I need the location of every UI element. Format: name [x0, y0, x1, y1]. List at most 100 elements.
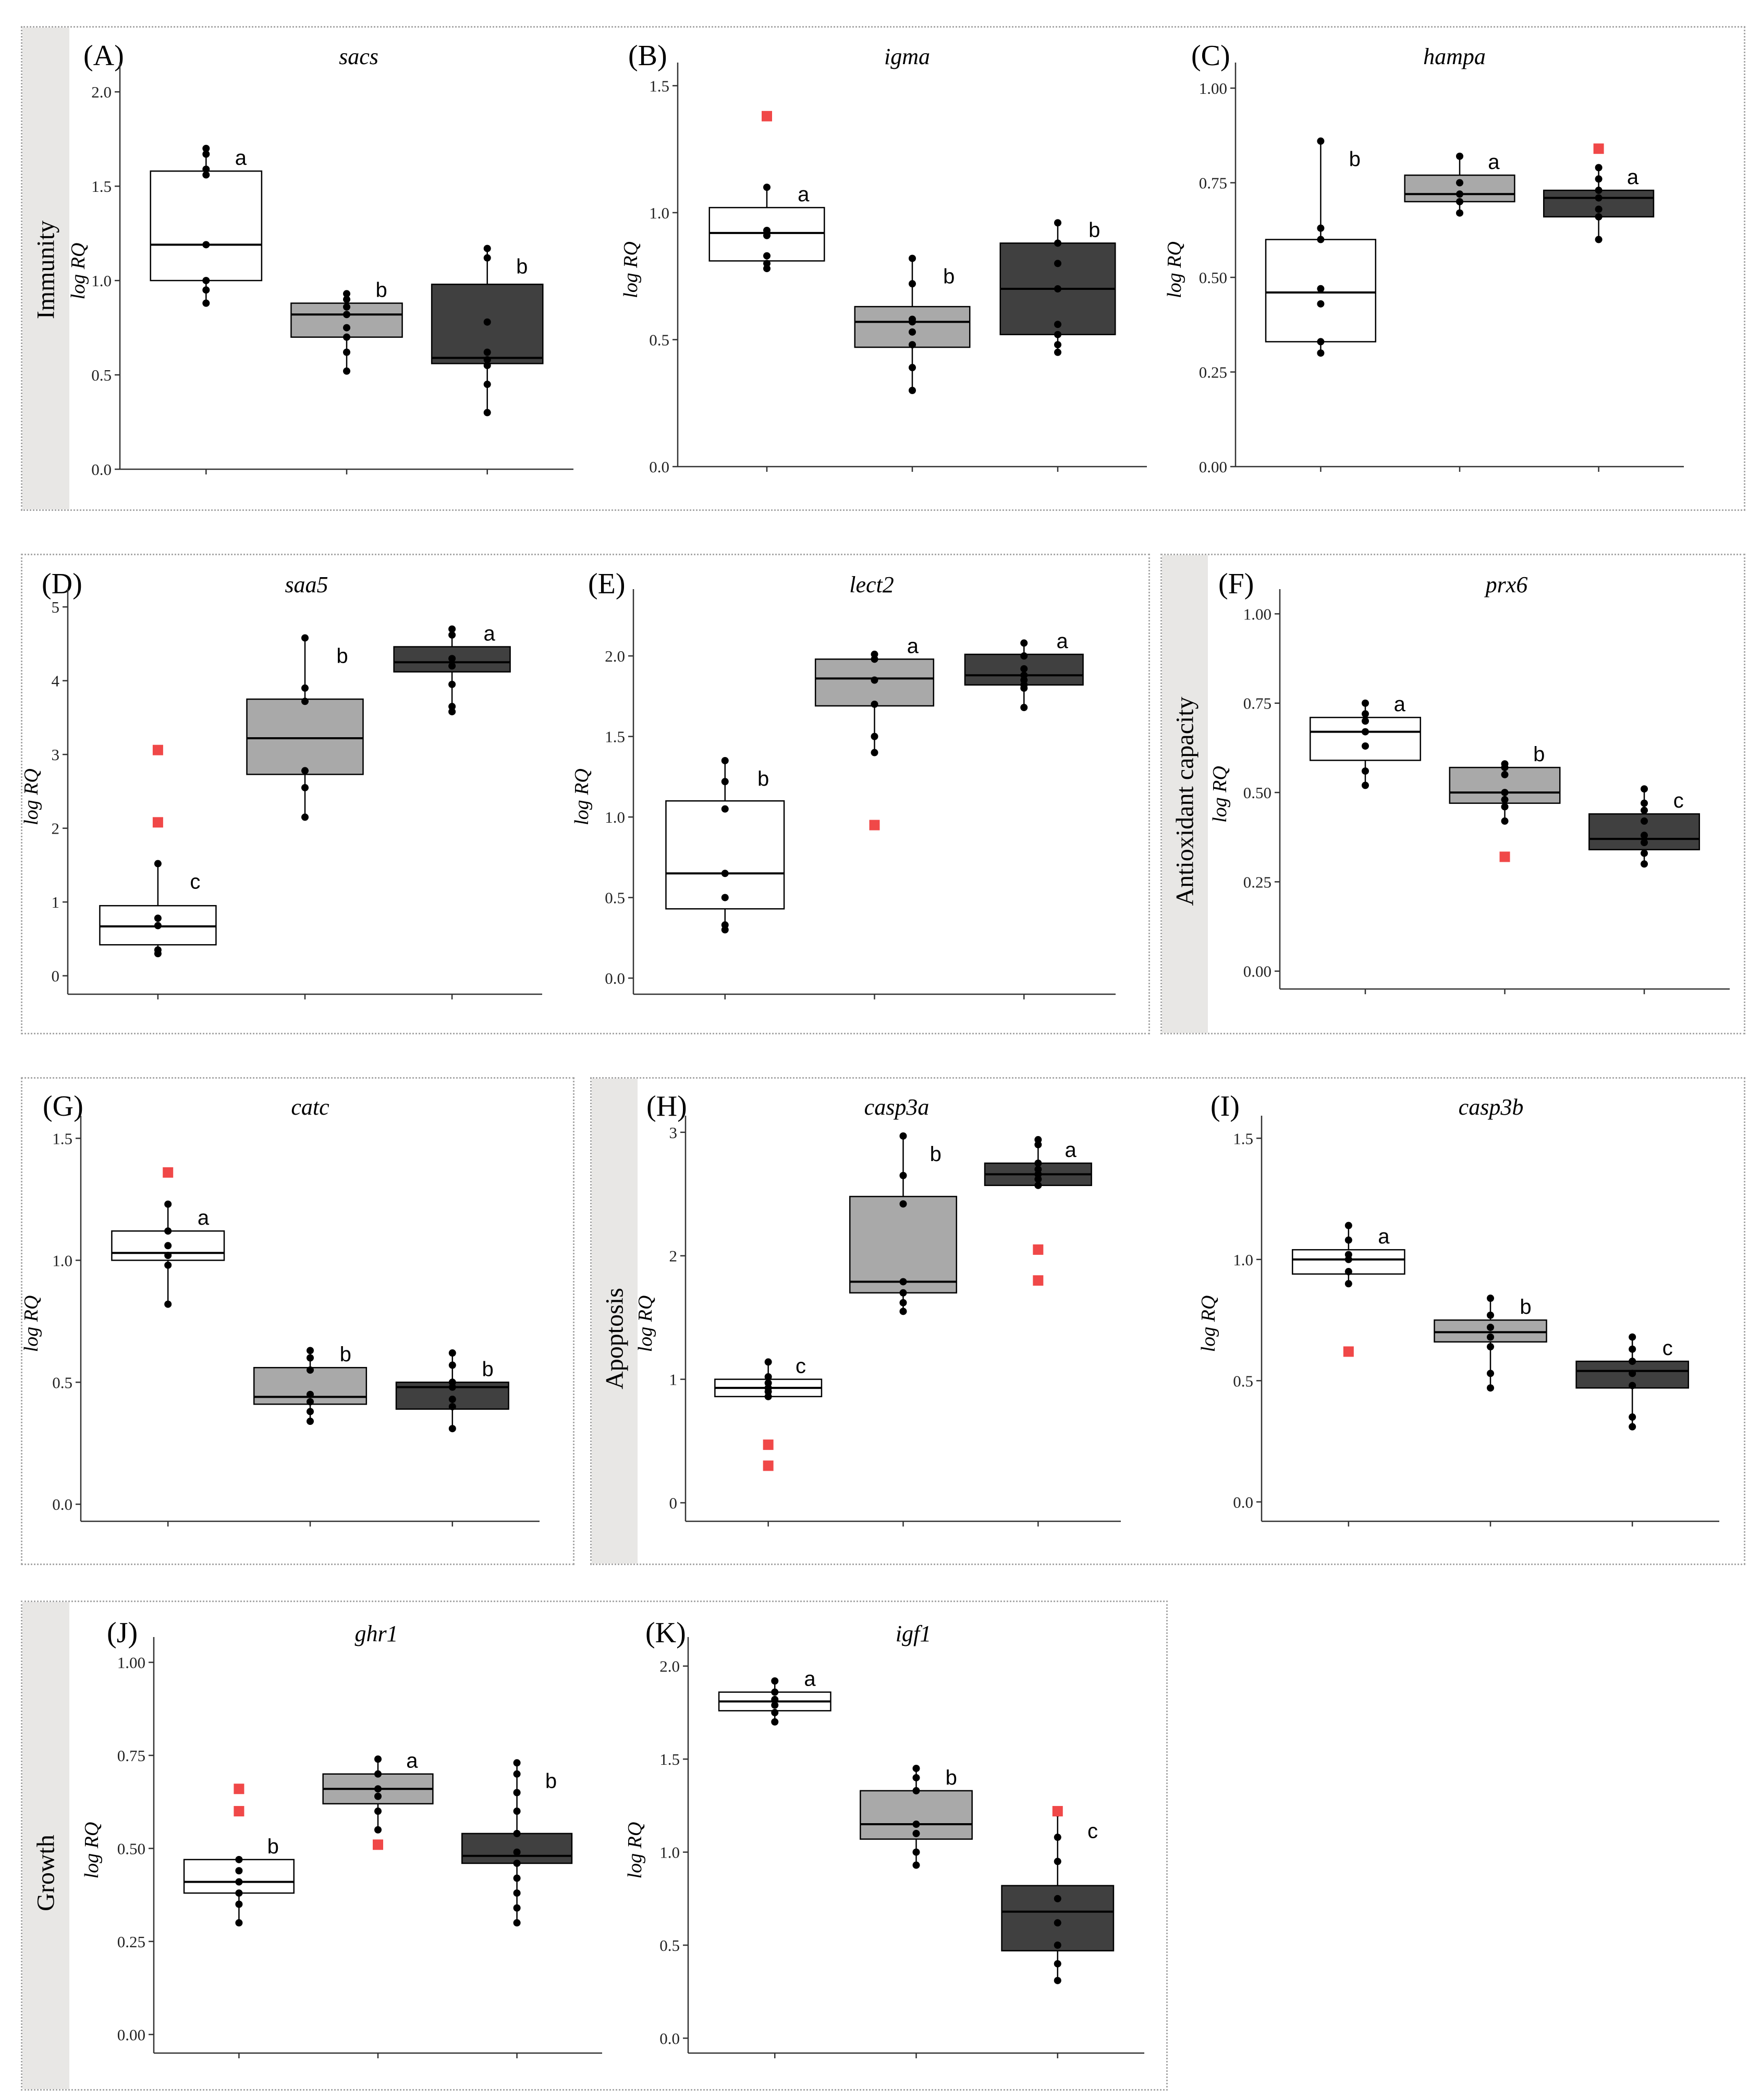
data-point: [871, 651, 878, 658]
data-point: [202, 277, 210, 285]
data-point: [899, 1289, 907, 1297]
box-group-3: [461, 1833, 573, 1864]
data-point: [1054, 1895, 1061, 1902]
y-axis-label: log RQ: [1164, 241, 1185, 298]
data-point: [1361, 742, 1369, 750]
data-point: [1629, 1370, 1636, 1377]
data-point: [448, 680, 456, 688]
data-point: [301, 684, 309, 692]
data-point: [307, 1408, 314, 1415]
data-point: [1054, 1976, 1061, 1984]
data-point: [1361, 710, 1369, 718]
outlier-point: [234, 1806, 244, 1817]
data-point: [1641, 807, 1648, 814]
outlier-point: [763, 1439, 774, 1450]
outlier-point: [869, 820, 880, 831]
data-point: [1456, 152, 1463, 160]
y-tick-label: 4: [52, 672, 60, 690]
data-point: [301, 634, 309, 642]
significance-letter: a: [1378, 1225, 1390, 1248]
data-point: [763, 231, 771, 239]
data-point: [301, 698, 309, 705]
data-point: [1641, 860, 1648, 868]
chart-panel-casp3b: (I) casp3b log RQ 0.0 0.5 1.0 1.5 a b c: [1197, 1090, 1719, 1527]
y-axis-label: log RQ: [20, 1296, 42, 1352]
y-tick-label: 2: [52, 820, 60, 838]
data-point: [343, 311, 350, 319]
chart-panel-prx6: (F) prx6 log RQ 0.00 0.25 0.50 0.75 1.00 a b c: [1209, 568, 1730, 994]
data-point: [1641, 839, 1648, 847]
data-point: [909, 280, 916, 288]
y-tick-label: 0.75: [117, 1747, 145, 1765]
y-tick-label: 0.00: [117, 2025, 145, 2044]
data-point: [909, 315, 916, 323]
box-group-2: [849, 1195, 958, 1294]
chart-panel-ghr1: (J) ghr1 log RQ 0.00 0.25 0.50 0.75 1.00 b a b: [81, 1617, 602, 2058]
chart-panel-hampa: (C) hampa log RQ 0.00 0.25 0.50 0.75 1.00 b a a: [1164, 40, 1684, 476]
y-axis-label: log RQ: [81, 1822, 103, 1879]
data-point: [909, 341, 916, 349]
data-point: [1034, 1159, 1042, 1167]
data-point: [374, 1808, 382, 1815]
data-point: [164, 1242, 172, 1250]
data-point: [235, 1855, 243, 1863]
data-point: [721, 894, 729, 901]
y-tick-label: 1.0: [91, 272, 112, 290]
gene-title: casp3a: [864, 1094, 930, 1120]
data-point: [912, 1829, 920, 1837]
significance-letter: c: [796, 1355, 806, 1378]
data-point: [154, 914, 162, 922]
data-point: [1317, 285, 1325, 292]
data-point: [513, 1808, 521, 1815]
data-point: [1595, 175, 1603, 183]
significance-letter: c: [1087, 1820, 1098, 1843]
data-point: [909, 254, 916, 262]
gene-title: sacs: [339, 44, 378, 69]
data-point: [909, 328, 916, 336]
data-point: [448, 1349, 456, 1357]
data-point: [301, 813, 309, 821]
gene-title: hampa: [1423, 44, 1486, 69]
y-tick-label: 1: [52, 893, 60, 911]
data-point: [1020, 652, 1028, 660]
data-point: [899, 1278, 907, 1286]
data-point: [513, 1919, 521, 1927]
data-point: [1487, 1295, 1494, 1302]
data-point: [164, 1227, 172, 1235]
data-point: [1361, 728, 1369, 736]
data-point: [374, 1826, 382, 1834]
data-point: [235, 1919, 243, 1927]
y-tick-label: 0.50: [117, 1839, 145, 1858]
data-point: [899, 1132, 907, 1140]
data-point: [1487, 1323, 1494, 1331]
y-tick-label: 0.5: [605, 889, 625, 907]
significance-letter: b: [1533, 743, 1545, 766]
significance-letter: b: [340, 1343, 351, 1366]
data-point: [483, 245, 491, 252]
data-point: [1317, 300, 1325, 308]
data-point: [1317, 338, 1325, 346]
gene-title: catc: [291, 1094, 329, 1120]
data-point: [1595, 213, 1603, 221]
data-point: [1629, 1358, 1636, 1365]
group-strip-immunity-top: [22, 28, 69, 509]
y-tick-label: 0.0: [52, 1495, 72, 1513]
significance-letter: a: [1056, 630, 1068, 653]
data-point: [513, 1829, 521, 1837]
data-point: [343, 296, 350, 303]
data-point: [154, 860, 162, 868]
gene-title: ghr1: [354, 1621, 398, 1646]
y-axis-label: log RQ: [620, 241, 642, 298]
data-point: [1501, 796, 1509, 803]
data-point: [448, 1378, 456, 1386]
data-point: [235, 1900, 243, 1908]
y-tick-label: 1.00: [1243, 605, 1271, 623]
data-point: [771, 1695, 779, 1703]
gene-title: igma: [884, 44, 930, 69]
data-point: [1054, 1834, 1061, 1841]
group-frame-immunity-top: [21, 26, 1745, 511]
chart-panel-catc: (G) catc log RQ 0.0 0.5 1.0 1.5 a b b: [20, 1090, 540, 1527]
data-point: [771, 1708, 779, 1716]
data-point: [1054, 321, 1061, 328]
outlier-point: [1033, 1275, 1044, 1286]
